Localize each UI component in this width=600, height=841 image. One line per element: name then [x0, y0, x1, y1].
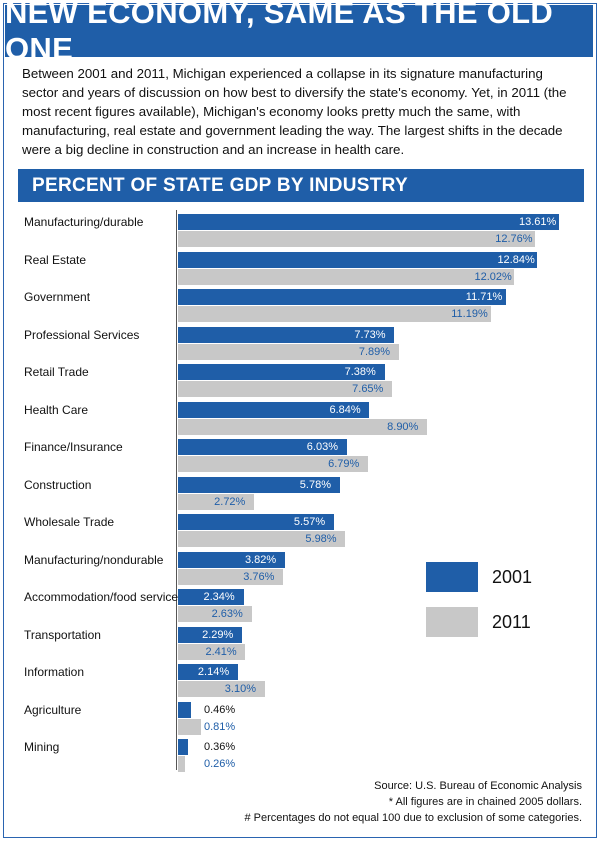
bar-2001-6 — [178, 439, 347, 455]
data-label-2001-1: 12.84% — [497, 253, 535, 266]
data-label-2001-4: 7.38% — [344, 366, 376, 378]
legend-swatch-2011 — [426, 607, 478, 637]
category-label: Government — [24, 290, 91, 304]
category-label: Transportation — [24, 627, 101, 642]
bar-2001-5 — [178, 401, 370, 418]
data-label-2001-12: 2.14% — [197, 666, 230, 678]
data-label-2011-14: 0.26% — [204, 758, 236, 770]
data-label-2011-13: 0.81% — [204, 720, 236, 733]
data-label-2011-9: 3.76% — [243, 570, 275, 583]
category-label: Accommodation/food service — [24, 590, 179, 604]
category-label: Finance/Insurance — [24, 440, 123, 454]
bar-2001-12 — [178, 664, 238, 680]
bar-2011-14 — [178, 756, 186, 772]
category-label: Real Estate — [24, 252, 87, 267]
legend-label-2011: 2011 — [492, 612, 531, 632]
data-label-2011-8: 5.98% — [305, 533, 337, 545]
bar-2011-12 — [178, 681, 265, 697]
bar-2001-3 — [178, 326, 395, 343]
category-label: Manufacturing/nondurable — [24, 552, 164, 567]
data-label-2001-13: 0.46% — [204, 703, 236, 716]
bar-2011-6 — [178, 456, 369, 472]
bar-2011-13 — [178, 718, 201, 735]
bar-2011-2 — [178, 306, 492, 322]
data-label-2011-12: 3.10% — [224, 683, 256, 695]
category-label: Health Care — [24, 402, 89, 417]
data-label-2001-7: 5.78% — [299, 478, 331, 491]
category-label: Retail Trade — [24, 365, 89, 379]
data-label-2011-6: 6.79% — [328, 458, 360, 470]
bar-2001-11 — [178, 626, 243, 643]
data-label-2001-3: 7.73% — [354, 328, 386, 341]
category-label: Agriculture — [24, 702, 82, 717]
bar-2011-10 — [178, 606, 252, 622]
category-label: Mining — [24, 740, 60, 754]
data-label-2011-1: 12.02% — [474, 270, 512, 283]
category-label: Construction — [24, 477, 92, 492]
legend-swatch-2001 — [426, 562, 478, 592]
bar-2001-10 — [178, 589, 244, 605]
bar-2011-5 — [178, 418, 428, 435]
bar-2001-1 — [178, 251, 538, 268]
category-label: Manufacturing/durable — [24, 215, 144, 229]
data-label-2001-11: 2.29% — [202, 628, 234, 641]
data-label-2011-11: 2.41% — [205, 645, 237, 658]
source-note: Source: U.S. Bureau of Economic Analysis — [374, 780, 582, 792]
bar-chart: Manufacturing/durable 13.61% 12.76% Real Es… — [0, 210, 600, 772]
category-label: Professional Services — [24, 327, 140, 342]
bar-2001-7 — [178, 476, 340, 493]
bar-2011-11 — [178, 643, 246, 660]
data-label-2001-2: 11.71% — [465, 291, 503, 303]
category-label: Information — [24, 665, 85, 679]
data-label-2001-6: 6.03% — [306, 441, 338, 453]
data-label-2001-0: 13.61% — [519, 216, 557, 228]
bar-2001-4 — [178, 364, 385, 380]
data-label-2011-4: 7.65% — [352, 383, 384, 395]
data-label-2011-5: 8.90% — [387, 420, 419, 433]
bar-2001-8 — [178, 514, 334, 530]
data-label-2011-7: 2.72% — [214, 495, 246, 508]
data-label-2011-0: 12.76% — [495, 233, 533, 245]
data-label-2011-3: 7.89% — [358, 345, 391, 358]
bar-2001-9 — [178, 551, 285, 568]
percent-note: # Percentages do not equal 100 due to ex… — [244, 812, 582, 824]
legend-label-2001: 2001 — [492, 567, 533, 587]
bar-2011-7 — [178, 493, 255, 510]
dollars-note: * All figures are in chained 2005 dollar… — [388, 796, 582, 808]
data-label-2001-5: 6.84% — [329, 403, 361, 416]
page-title: NEW ECONOMY, SAME AS THE OLD ONE — [5, 0, 593, 66]
bar-2001-0 — [178, 214, 559, 230]
category-label: Wholesale Trade — [24, 515, 115, 529]
data-label-2001-14: 0.36% — [204, 741, 236, 753]
intro-paragraph: Between 2001 and 2011, Michigan experien… — [22, 66, 567, 157]
chart-axis-line — [176, 210, 177, 770]
bar-2011-3 — [178, 343, 399, 360]
bar-2011-0 — [178, 231, 536, 247]
bar-2011-8 — [178, 531, 346, 547]
chart-title: PERCENT OF STATE GDP BY INDUSTRY — [18, 169, 584, 202]
data-label-2001-8: 5.57% — [293, 516, 326, 528]
bar-2001-13 — [178, 701, 191, 718]
bar-2001-2 — [178, 289, 506, 305]
bar-2011-9 — [178, 568, 284, 585]
bar-2011-1 — [178, 268, 515, 285]
data-label-2011-10: 2.63% — [211, 608, 243, 620]
data-label-2011-2: 11.19% — [451, 308, 488, 320]
data-label-2001-10: 2.34% — [203, 591, 235, 603]
bar-2011-4 — [178, 381, 393, 397]
data-label-2001-9: 3.82% — [244, 553, 277, 566]
bar-2001-14 — [178, 739, 189, 755]
